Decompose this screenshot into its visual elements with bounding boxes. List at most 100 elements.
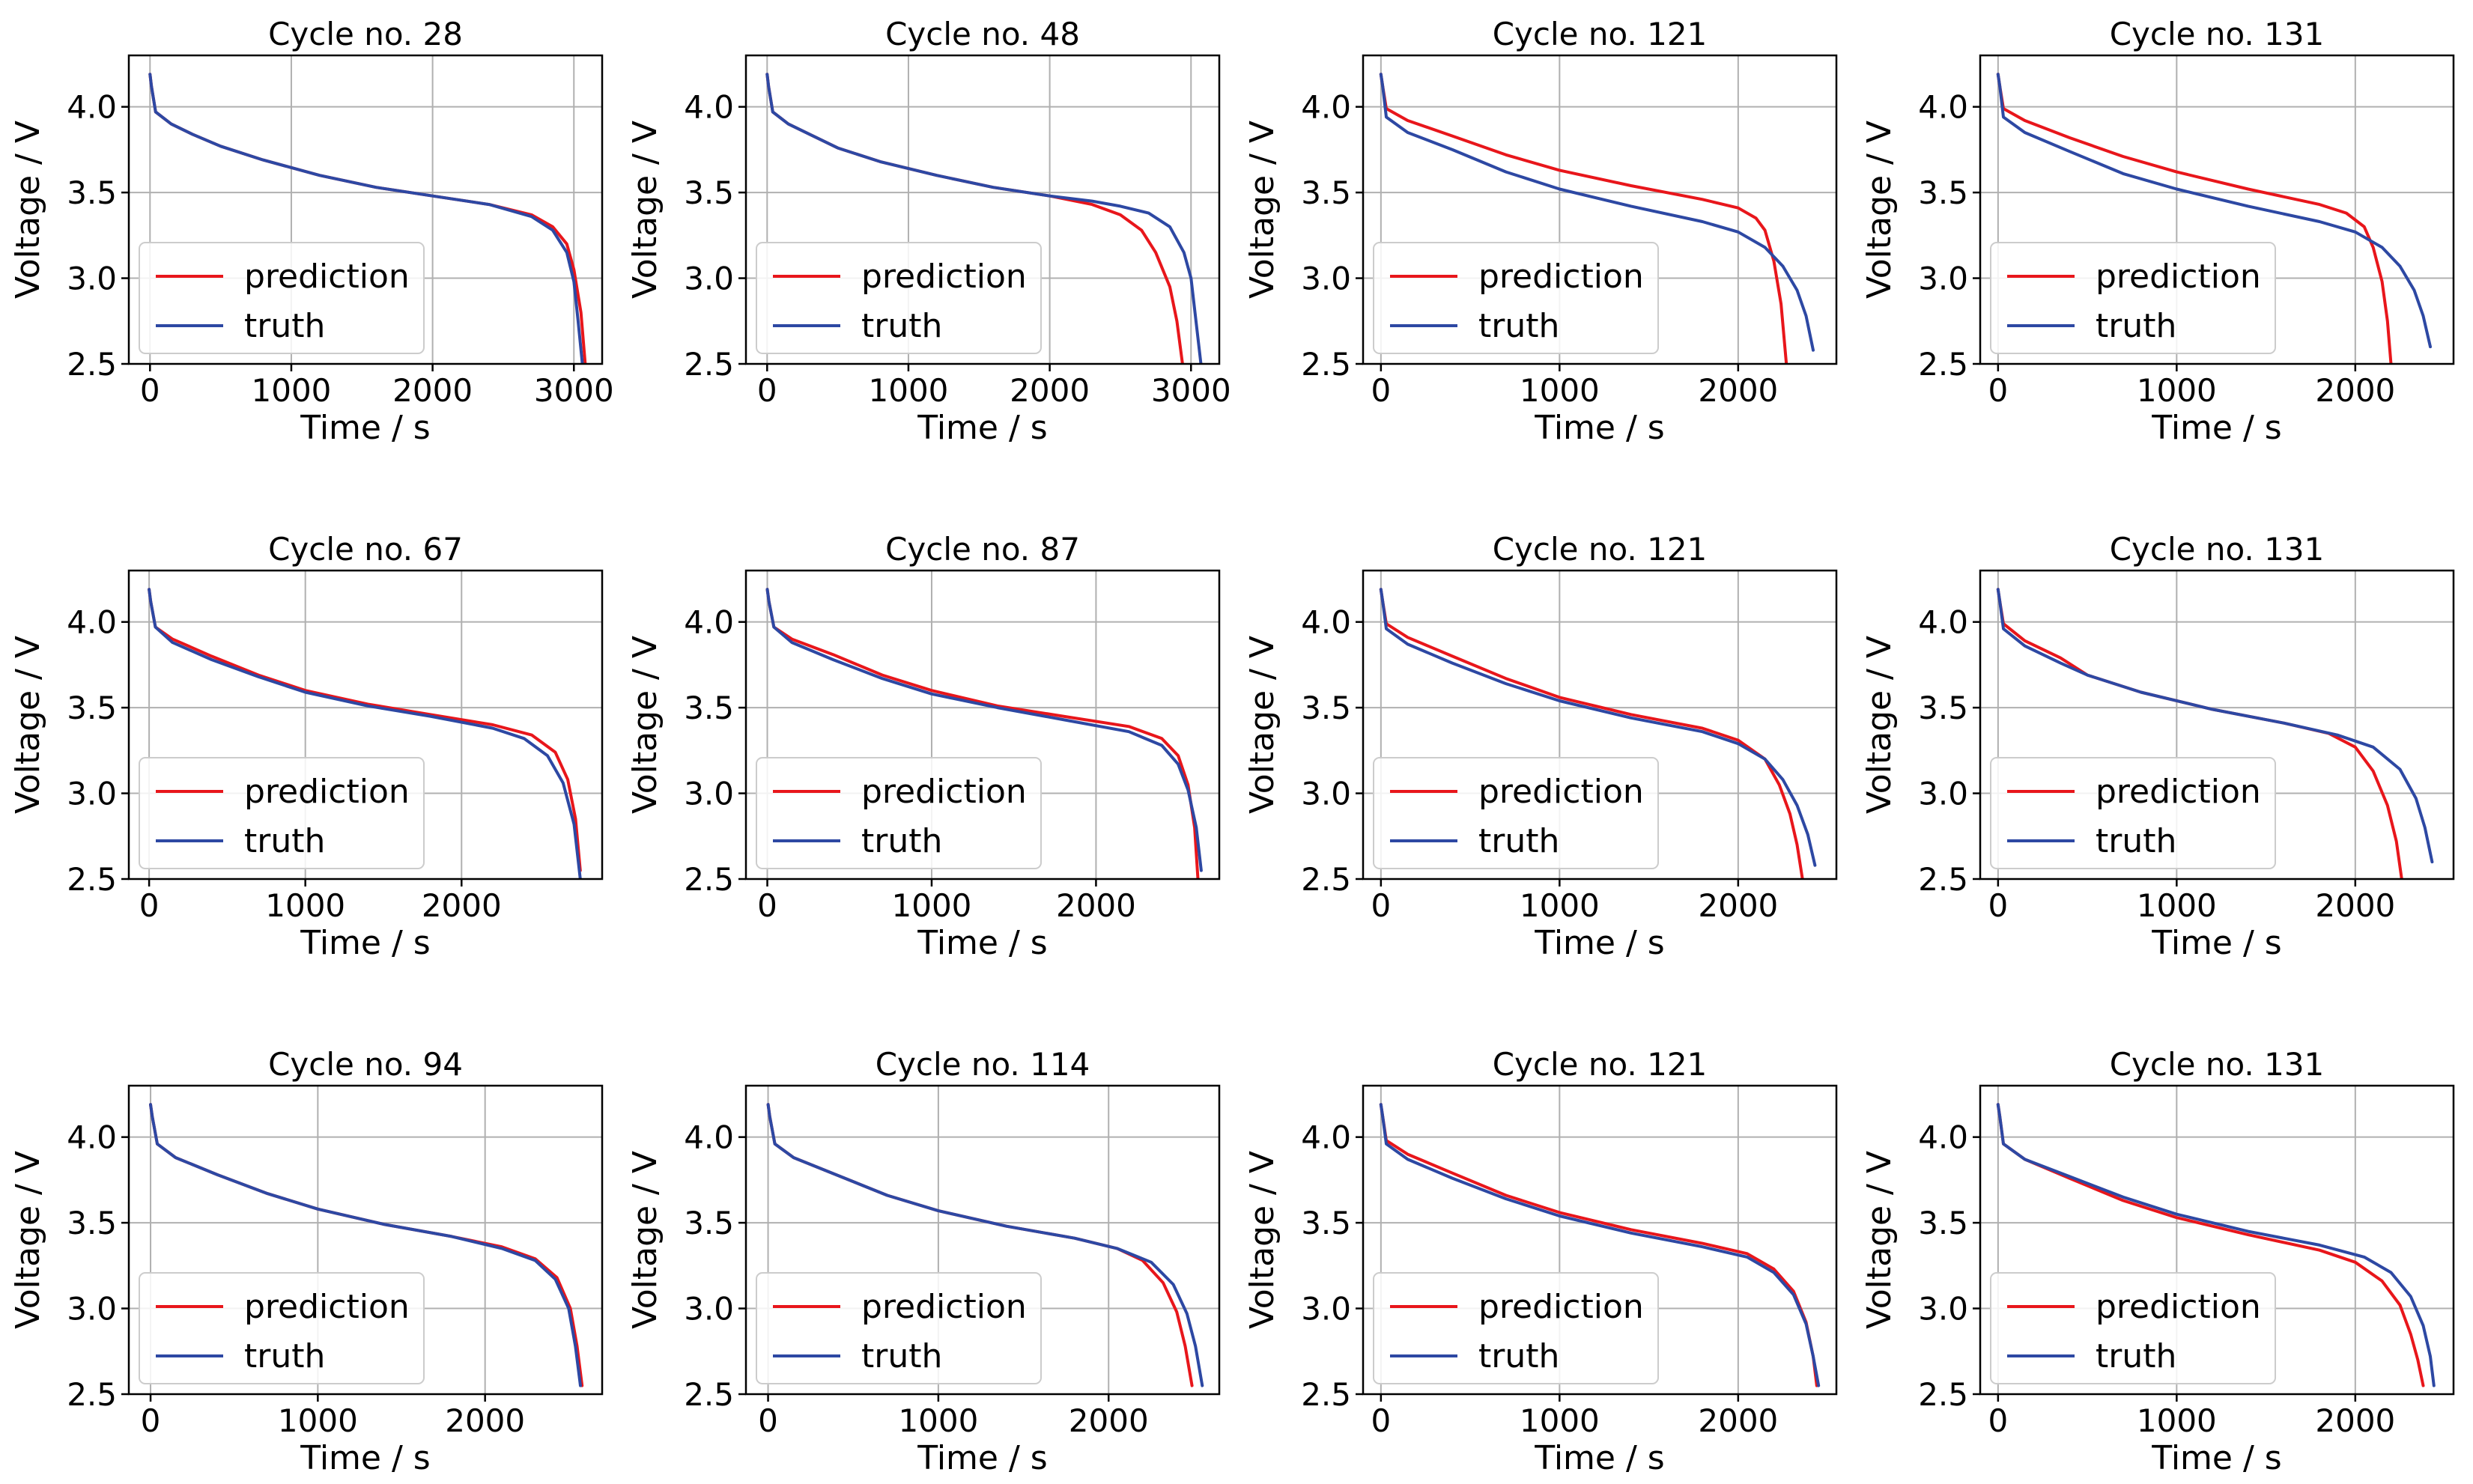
chart-panel-12: 0 1000 2000 2.5 3.0 3.5 4.0 Cycle no. 131 Time /… (1860, 1046, 2455, 1477)
chart-panel-7: 0 1000 2000 2.5 3.0 3.5 4.0 Cycle no. 121 Time /… (1243, 531, 1838, 962)
series-line-truth (1996, 588, 2434, 864)
chart-title: Cycle no. 28 (268, 16, 463, 52)
y-tick-label: 3.0 (684, 261, 734, 297)
x-tick-label: 1000 (2137, 887, 2217, 924)
x-tick-label: 2000 (422, 887, 502, 924)
y-tick-label: 4.0 (1918, 89, 1968, 126)
legend-label-truth: truth (1478, 1337, 1559, 1375)
y-tick-label: 3.0 (684, 776, 734, 812)
x-tick-label: 1000 (898, 1402, 978, 1439)
legend-label-prediction: prediction (244, 1288, 410, 1326)
y-axis-label: Voltage / V (626, 636, 664, 814)
legend-label-truth: truth (1478, 822, 1559, 860)
y-tick-label: 2.5 (684, 346, 734, 383)
x-tick-label: 0 (140, 372, 160, 409)
legend-label-truth: truth (2096, 822, 2176, 860)
x-tick-label: 1000 (892, 887, 972, 924)
y-tick-label: 2.5 (1301, 346, 1351, 383)
x-tick-label: 1000 (869, 372, 949, 409)
x-tick-label: 1000 (252, 372, 332, 409)
y-tick-label: 4.0 (1301, 1119, 1351, 1156)
y-axis-label: Voltage / V (1243, 1151, 1281, 1329)
y-tick-label: 3.5 (1918, 690, 1968, 726)
legend-label-prediction: prediction (2096, 773, 2261, 811)
chart-title: Cycle no. 121 (1493, 16, 1708, 52)
chart-panel-5: 0 1000 2000 2.5 3.0 3.5 4.0 Cycle no. 67 Time / … (9, 531, 604, 962)
y-tick-label: 3.0 (1918, 776, 1968, 812)
axes-frame (744, 54, 1221, 365)
axes-frame (1362, 569, 1838, 881)
axes-frame (1979, 569, 2455, 881)
x-tick-label: 0 (1988, 372, 2008, 409)
y-tick-label: 3.0 (1301, 776, 1351, 812)
x-axis-label: Time / s (2151, 1439, 2281, 1477)
legend-label-prediction: prediction (2096, 258, 2261, 296)
series-line-truth (148, 73, 584, 364)
y-tick-label: 3.5 (684, 174, 734, 211)
x-tick-label: 0 (1371, 372, 1391, 409)
chart-title: Cycle no. 67 (268, 531, 463, 568)
axes-frame (127, 1084, 604, 1396)
x-tick-label: 1000 (1520, 887, 1600, 924)
chart-title: Cycle no. 131 (2110, 16, 2325, 52)
y-tick-label: 3.0 (1301, 1291, 1351, 1328)
x-axis-label: Time / s (2151, 409, 2281, 447)
y-tick-label: 3.5 (684, 690, 734, 726)
chart-panel-11: 0 1000 2000 2.5 3.0 3.5 4.0 Cycle no. 121 Time /… (1243, 1046, 1838, 1477)
y-tick-label: 3.0 (67, 776, 117, 812)
legend-label-truth: truth (2096, 1337, 2176, 1375)
y-tick-label: 3.5 (67, 1205, 117, 1241)
chart-panel-3: 0 1000 2000 2.5 3.0 3.5 4.0 Cycle no. 121 Time /… (1243, 16, 1838, 447)
y-tick-label: 4.0 (67, 604, 117, 641)
series-line-prediction (1379, 588, 1804, 879)
x-tick-label: 3000 (1151, 372, 1231, 409)
x-tick-label: 2000 (392, 372, 473, 409)
y-tick-label: 2.5 (1301, 1376, 1351, 1413)
y-tick-label: 3.5 (67, 174, 117, 211)
chart-panel-8: 0 1000 2000 2.5 3.0 3.5 4.0 Cycle no. 131 Time /… (1860, 531, 2455, 962)
y-tick-label: 3.0 (67, 1291, 117, 1328)
legend-label-prediction: prediction (861, 258, 1027, 296)
series-line-truth (1379, 73, 1815, 352)
y-tick-label: 3.0 (684, 1291, 734, 1328)
legend-label-prediction: prediction (1478, 773, 1644, 811)
y-tick-label: 2.5 (1918, 346, 1968, 383)
legend-label-truth: truth (1478, 307, 1559, 345)
x-tick-label: 1000 (1520, 1402, 1600, 1439)
chart-panel-6: 0 1000 2000 2.5 3.0 3.5 4.0 Cycle no. 87 Time / … (626, 531, 1221, 962)
x-axis-label: Time / s (917, 1439, 1047, 1477)
x-tick-label: 0 (1371, 887, 1391, 924)
y-tick-label: 3.5 (1918, 1205, 1968, 1241)
y-tick-label: 3.5 (684, 1205, 734, 1241)
y-tick-label: 4.0 (67, 1119, 117, 1156)
series-line-truth (148, 588, 582, 879)
y-tick-label: 4.0 (1301, 89, 1351, 126)
series-line-truth (1996, 73, 2432, 349)
y-axis-label: Voltage / V (9, 121, 47, 299)
series-line-prediction (1379, 73, 1788, 364)
chart-panel-2: 0 1000 2000 3000 2.5 3.0 3.5 4.0 Cycle no. 48 Tim… (626, 16, 1231, 447)
axes-frame (127, 54, 604, 365)
y-tick-label: 3.0 (1918, 1291, 1968, 1328)
y-axis-label: Voltage / V (1243, 636, 1281, 814)
y-tick-label: 3.0 (67, 261, 117, 297)
x-tick-label: 2000 (1698, 887, 1778, 924)
chart-panel-10: 0 1000 2000 2.5 3.0 3.5 4.0 Cycle no. 114 Time /… (626, 1046, 1221, 1477)
y-axis-label: Voltage / V (9, 636, 47, 814)
x-axis-label: Time / s (917, 409, 1047, 447)
y-axis-label: Voltage / V (9, 1151, 47, 1329)
y-tick-label: 4.0 (684, 1119, 734, 1156)
y-tick-label: 3.5 (1918, 174, 1968, 211)
chart-title: Cycle no. 87 (885, 531, 1080, 568)
y-tick-label: 2.5 (1918, 861, 1968, 898)
y-axis-label: Voltage / V (626, 121, 664, 299)
chart-panel-9: 0 1000 2000 2.5 3.0 3.5 4.0 Cycle no. 94 Time / … (9, 1046, 604, 1477)
x-tick-label: 0 (757, 887, 777, 924)
x-tick-label: 0 (1988, 887, 2008, 924)
x-tick-label: 2000 (445, 1402, 525, 1439)
y-tick-label: 2.5 (67, 1376, 117, 1413)
legend-label-prediction: prediction (1478, 1288, 1644, 1326)
y-tick-label: 3.5 (1301, 690, 1351, 726)
y-tick-label: 4.0 (684, 604, 734, 641)
y-tick-label: 2.5 (67, 346, 117, 383)
